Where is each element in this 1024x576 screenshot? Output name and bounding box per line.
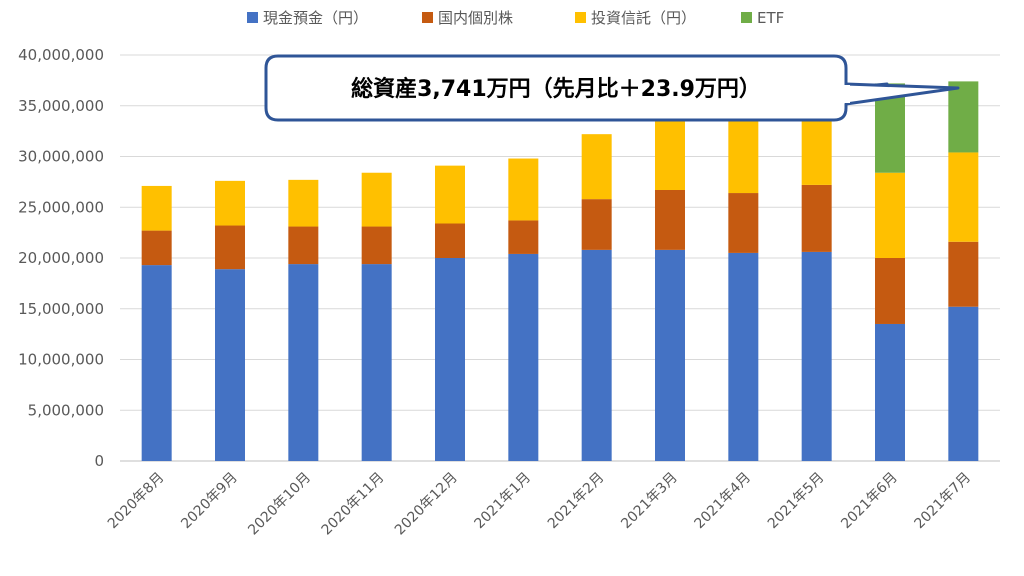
legend-label: ETF [757,9,784,27]
bar-segment [655,249,685,461]
y-tick-label: 15,000,000 [18,300,104,318]
x-tick-label: 2021年5月 [765,470,828,533]
bar-segment [801,110,832,185]
bar-segment [435,258,465,461]
bar-segment [948,152,979,242]
bar-segment [215,180,245,226]
callout-pointer [845,82,960,106]
bar-segment [581,249,612,461]
callout: 総資産3,741万円（先月比＋23.9万円） [264,54,960,122]
bar-segment [215,269,245,461]
x-tick-label: 2021年6月 [838,470,901,533]
callout-pointer-joint [838,85,850,103]
bar-segment [141,185,172,231]
x-tick-label: 2021年1月 [472,470,535,533]
bar-segment [288,264,319,461]
y-tick-label: 20,000,000 [18,249,104,267]
bar-segment [508,253,539,461]
bar-segment [655,118,685,190]
y-tick-label: 0 [94,452,104,470]
callout-box [264,54,889,122]
bar-segment [508,220,539,254]
bar-segment [728,252,759,461]
legend-swatch [247,12,258,23]
y-tick-label: 25,000,000 [18,198,104,216]
bar-segment [948,306,979,461]
bar-segment [215,225,245,270]
bar-segment [948,81,979,153]
bars [141,81,979,461]
bar-segment [581,134,612,200]
x-tick-label: 2020年10月 [245,470,314,539]
bar-segment [948,241,979,307]
legend-swatch [741,12,752,23]
legend-label: 投資信託（円） [591,9,696,27]
bar-segment [728,193,759,253]
x-tick-label: 2020年11月 [319,470,388,539]
legend-label: 現金預金（円） [263,9,368,27]
bar-segment [801,251,832,461]
x-tick-label: 2020年8月 [105,470,168,533]
y-tick-label: 10,000,000 [18,351,104,369]
bar-segment [361,226,392,265]
y-tick-label: 40,000,000 [18,46,104,64]
x-axis: 2020年8月 2020年9月 2020年10月 2020年11月 2020年12月 20… [105,470,974,539]
legend-swatch [575,12,586,23]
bar-segment [508,158,539,221]
x-tick-label: 2021年7月 [912,470,975,533]
bar-segment [435,165,465,224]
bar-segment [875,323,905,461]
bar-segment [581,199,612,250]
bar-segment [141,265,172,461]
legend-label: 国内個別株 [438,9,513,27]
bar-segment [801,184,832,252]
x-tick-label: 2020年12月 [392,470,461,539]
x-tick-label: 2020年9月 [178,470,241,533]
y-tick-label: 5,000,000 [28,401,104,419]
x-tick-label: 2021年2月 [545,470,608,533]
bar-segment [288,226,319,265]
bar-segment [875,258,905,324]
y-axis: 0 5,000,000 10,000,000 15,000,000 20,000,000… [18,46,104,470]
y-tick-label: 35,000,000 [18,97,104,115]
legend: 現金預金（円） 国内個別株 投資信託（円） ETF [247,9,784,27]
bar-segment [361,172,392,227]
bar-segment [361,264,392,461]
x-tick-label: 2021年4月 [692,470,755,533]
bar-segment [728,116,759,194]
legend-swatch [422,12,433,23]
x-tick-label: 2021年3月 [618,470,681,533]
bar-segment [655,189,685,250]
bar-segment [875,172,905,258]
bar-segment [141,230,172,266]
bar-segment [288,179,319,227]
bar-segment [435,223,465,258]
callout-text: 総資産3,741万円（先月比＋23.9万円） [351,76,761,102]
y-tick-label: 30,000,000 [18,148,104,166]
